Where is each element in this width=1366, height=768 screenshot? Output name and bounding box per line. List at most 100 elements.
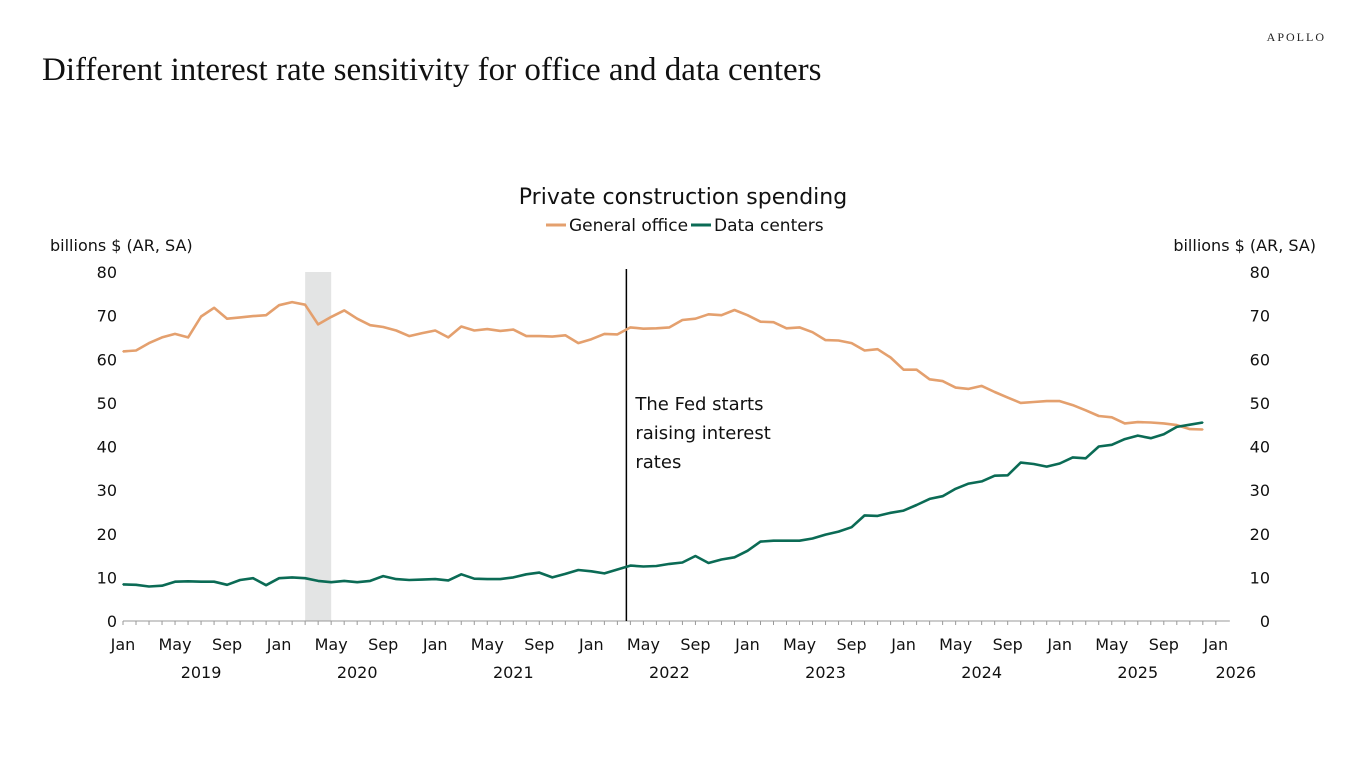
data-point-general-office [343, 309, 345, 312]
data-point-data-centers [746, 549, 749, 552]
data-point-data-centers [798, 539, 801, 542]
data-point-data-centers [694, 555, 697, 557]
apollo-logo: APOLLO [1266, 30, 1326, 44]
y-tick-label-left: 50 [97, 394, 117, 413]
data-point-general-office [369, 324, 371, 327]
data-point-data-centers [954, 488, 957, 490]
x-tick-label: Jan [890, 635, 916, 654]
data-point-general-office [512, 328, 515, 331]
data-point-data-centers [213, 580, 215, 583]
data-point-data-centers [1176, 426, 1178, 428]
x-tick-label: Sep [993, 635, 1023, 654]
year-label: 2026 [1215, 663, 1256, 682]
data-point-data-centers [811, 537, 814, 540]
data-point-general-office [525, 335, 528, 337]
year-label: 2023 [805, 663, 846, 682]
y-tick-label-left: 80 [97, 263, 117, 282]
x-tick-label: Jan [266, 635, 292, 654]
data-point-data-centers [967, 482, 970, 485]
x-tick-label: Jan [1203, 635, 1229, 654]
data-point-data-centers [1163, 433, 1165, 436]
data-point-general-office [174, 333, 176, 335]
data-point-data-centers [200, 580, 202, 583]
data-point-general-office [486, 328, 489, 330]
data-point-general-office [382, 326, 385, 328]
y-tick-label-right: 70 [1250, 307, 1270, 326]
data-point-data-centers [1058, 462, 1061, 465]
data-point-general-office [590, 338, 593, 340]
data-point-general-office [1136, 421, 1139, 423]
data-point-data-centers [408, 579, 411, 581]
data-point-general-office [434, 329, 437, 332]
data-point-data-centers [265, 584, 267, 587]
data-point-general-office [161, 336, 163, 339]
data-point-general-office [954, 386, 957, 389]
data-point-general-office [317, 323, 319, 326]
x-tick-label: May [315, 635, 348, 654]
data-point-data-centers [135, 583, 137, 586]
data-point-general-office [993, 391, 996, 393]
data-point-general-office [1149, 421, 1152, 424]
data-point-general-office [785, 327, 788, 330]
data-point-data-centers [590, 570, 593, 573]
chart-title: Private construction spending [519, 185, 847, 210]
data-point-data-centers [1149, 437, 1152, 440]
fed-annotation-text: rates [635, 452, 681, 473]
data-point-data-centers [603, 572, 606, 575]
data-point-general-office [733, 309, 736, 311]
year-label: 2019 [181, 663, 222, 682]
data-point-general-office [889, 356, 892, 359]
y-tick-label-left: 70 [97, 307, 117, 326]
data-point-data-centers [1097, 445, 1100, 448]
y-tick-label-left: 40 [97, 438, 117, 457]
data-point-general-office [1123, 422, 1126, 425]
data-point-general-office [122, 350, 124, 353]
data-point-general-office [278, 304, 280, 306]
data-point-data-centers [616, 568, 619, 571]
data-point-general-office [330, 316, 332, 318]
series-line-general-office [122, 300, 1203, 431]
data-point-general-office [226, 317, 228, 320]
data-point-general-office [967, 388, 970, 390]
data-point-data-centers [655, 565, 658, 567]
data-point-general-office [460, 325, 463, 328]
data-point-general-office [694, 317, 697, 320]
data-point-general-office [915, 368, 918, 371]
x-tick-label: Jan [422, 635, 448, 654]
data-point-general-office [148, 342, 150, 344]
data-point-data-centers [876, 515, 879, 517]
legend-label-office: General office [569, 216, 688, 236]
y-tick-label-left: 10 [97, 568, 117, 587]
year-label: 2021 [493, 663, 534, 682]
data-point-general-office [551, 335, 554, 338]
data-point-data-centers [1032, 463, 1035, 465]
x-tick-label: Sep [1149, 635, 1179, 654]
series-line-data-centers [122, 421, 1204, 588]
data-point-general-office [772, 321, 775, 323]
data-point-data-centers [759, 540, 762, 543]
y-tick-label-left: 20 [97, 525, 117, 544]
data-point-data-centers [421, 578, 424, 581]
fed-annotation-text: The Fed starts [634, 394, 763, 415]
data-point-general-office [538, 335, 541, 337]
data-point-general-office [681, 319, 684, 321]
data-point-data-centers [291, 576, 293, 579]
data-point-general-office [1045, 400, 1048, 402]
data-point-general-office [837, 339, 840, 342]
data-point-data-centers [252, 577, 254, 580]
data-point-general-office [629, 326, 632, 329]
x-tick-label: Jan [110, 635, 136, 654]
data-point-data-centers [174, 580, 176, 583]
data-point-data-centers [850, 526, 853, 529]
x-tick-label: Sep [836, 635, 866, 654]
x-tick-label: Sep [680, 635, 710, 654]
data-point-data-centers [499, 578, 502, 580]
data-point-data-centers [382, 575, 385, 577]
data-point-data-centers [863, 514, 866, 517]
data-point-data-centers [317, 580, 319, 582]
y-tick-label-left: 0 [107, 612, 117, 631]
data-point-general-office [746, 314, 749, 316]
data-point-general-office [577, 342, 580, 344]
x-tick-label: May [471, 635, 504, 654]
data-point-data-centers [668, 563, 671, 565]
